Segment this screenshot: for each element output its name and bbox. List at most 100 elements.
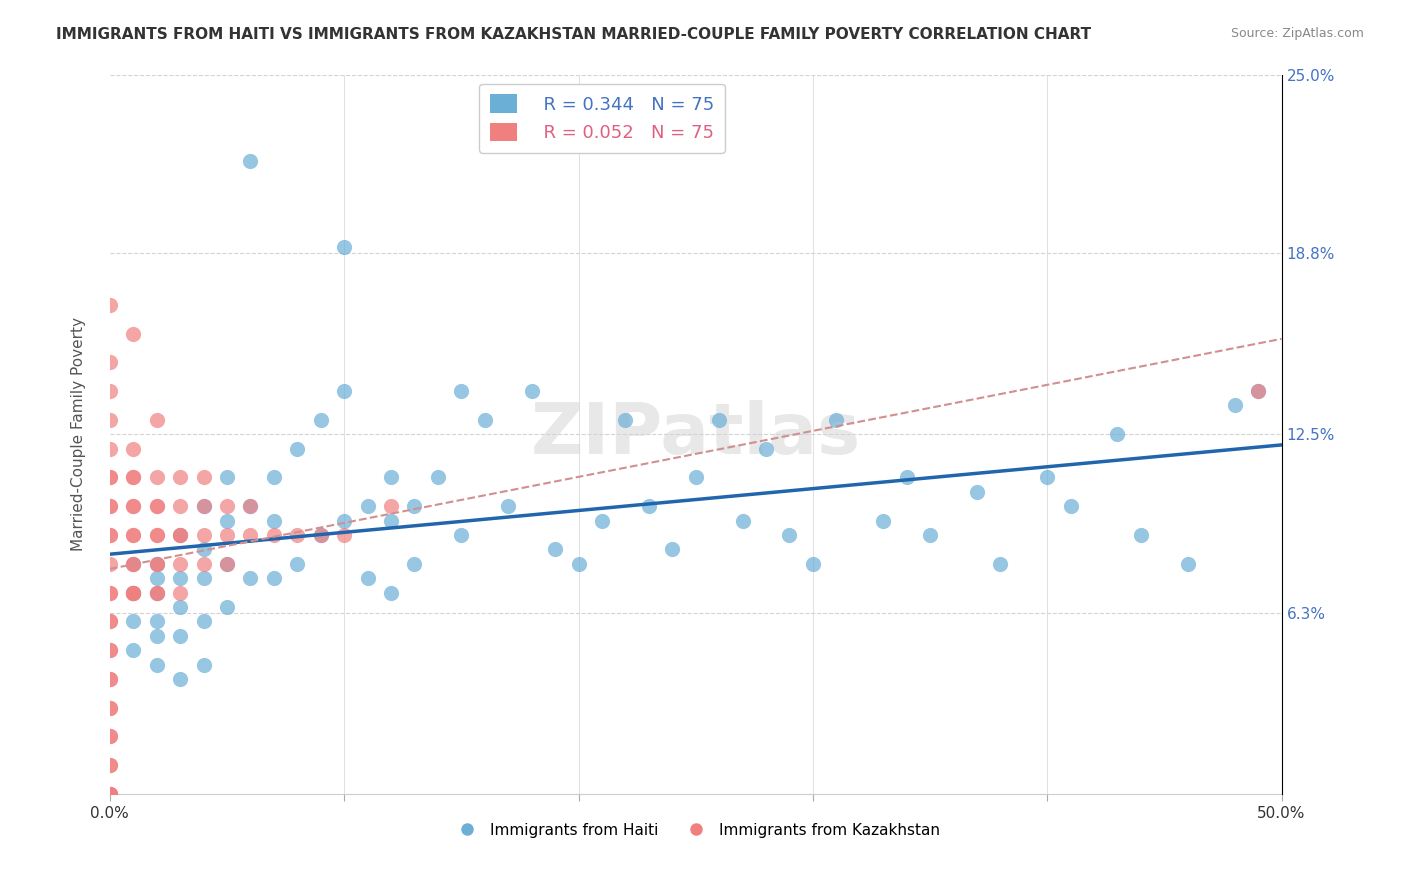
Point (98, 700, 121, 714)
Point (98, 413, 121, 427)
Point (380, 500, 402, 514)
Point (98, 787, 121, 801)
Point (122, 585, 145, 599)
Point (309, 413, 332, 427)
Point (193, 571, 215, 585)
Point (98, 787, 121, 801)
Point (122, 470, 145, 484)
Point (145, 585, 167, 599)
Point (98, 758, 121, 772)
Point (309, 528, 332, 542)
Point (122, 442, 145, 456)
Point (193, 500, 215, 514)
Point (1059, 500, 1081, 514)
Point (731, 514, 754, 528)
Legend: Immigrants from Haiti, Immigrants from Kazakhstan: Immigrants from Haiti, Immigrants from K… (446, 817, 946, 844)
Point (169, 599, 191, 614)
Point (285, 557, 308, 571)
Point (145, 528, 167, 542)
Point (591, 514, 613, 528)
Point (98, 643, 121, 657)
Point (685, 470, 707, 484)
Point (918, 528, 941, 542)
Point (98, 787, 121, 801)
Point (520, 384, 543, 398)
Point (98, 672, 121, 686)
Point (122, 557, 145, 571)
Point (193, 542, 215, 557)
Point (825, 413, 848, 427)
Point (169, 528, 191, 542)
Point (98, 758, 121, 772)
Point (98, 500, 121, 514)
Point (98, 557, 121, 571)
Point (98, 384, 121, 398)
Point (193, 500, 215, 514)
Y-axis label: Married-Couple Family Poverty: Married-Couple Family Poverty (72, 318, 86, 551)
Point (145, 413, 167, 427)
Point (98, 298, 121, 312)
Point (380, 585, 402, 599)
Point (263, 470, 285, 484)
Point (98, 528, 121, 542)
Point (193, 528, 215, 542)
Point (122, 557, 145, 571)
Point (169, 500, 191, 514)
Point (98, 585, 121, 599)
Point (193, 657, 215, 672)
Point (98, 355, 121, 369)
Point (98, 672, 121, 686)
Point (98, 442, 121, 456)
Text: IMMIGRANTS FROM HAITI VS IMMIGRANTS FROM KAZAKHSTAN MARRIED-COUPLE FAMILY POVERT: IMMIGRANTS FROM HAITI VS IMMIGRANTS FROM… (56, 27, 1091, 42)
Point (169, 528, 191, 542)
Point (1107, 427, 1129, 442)
Point (122, 528, 145, 542)
Point (98, 615, 121, 629)
Point (1036, 470, 1059, 484)
Point (380, 470, 402, 484)
Point (333, 514, 356, 528)
Point (98, 730, 121, 744)
Point (98, 615, 121, 629)
Point (239, 500, 262, 514)
Point (122, 585, 145, 599)
Point (661, 542, 683, 557)
Point (98, 700, 121, 714)
Point (169, 557, 191, 571)
Point (637, 500, 659, 514)
Point (333, 384, 356, 398)
Point (169, 528, 191, 542)
Point (193, 615, 215, 629)
Point (1129, 528, 1152, 542)
Point (215, 500, 238, 514)
Point (145, 500, 167, 514)
Point (474, 413, 496, 427)
Point (707, 413, 730, 427)
Point (263, 514, 285, 528)
Point (896, 470, 918, 484)
Point (122, 585, 145, 599)
Point (404, 500, 426, 514)
Point (122, 643, 145, 657)
Point (215, 514, 238, 528)
Point (122, 470, 145, 484)
Point (215, 528, 238, 542)
Point (215, 470, 238, 484)
Point (263, 571, 285, 585)
Point (145, 585, 167, 599)
Point (169, 629, 191, 643)
Point (193, 470, 215, 484)
Point (239, 500, 262, 514)
Point (122, 528, 145, 542)
Point (801, 557, 824, 571)
Point (98, 470, 121, 484)
Point (544, 542, 567, 557)
Point (98, 500, 121, 514)
Point (193, 557, 215, 571)
Point (122, 557, 145, 571)
Point (98, 470, 121, 484)
Point (122, 585, 145, 599)
Point (404, 557, 426, 571)
Point (98, 730, 121, 744)
Point (239, 528, 262, 542)
